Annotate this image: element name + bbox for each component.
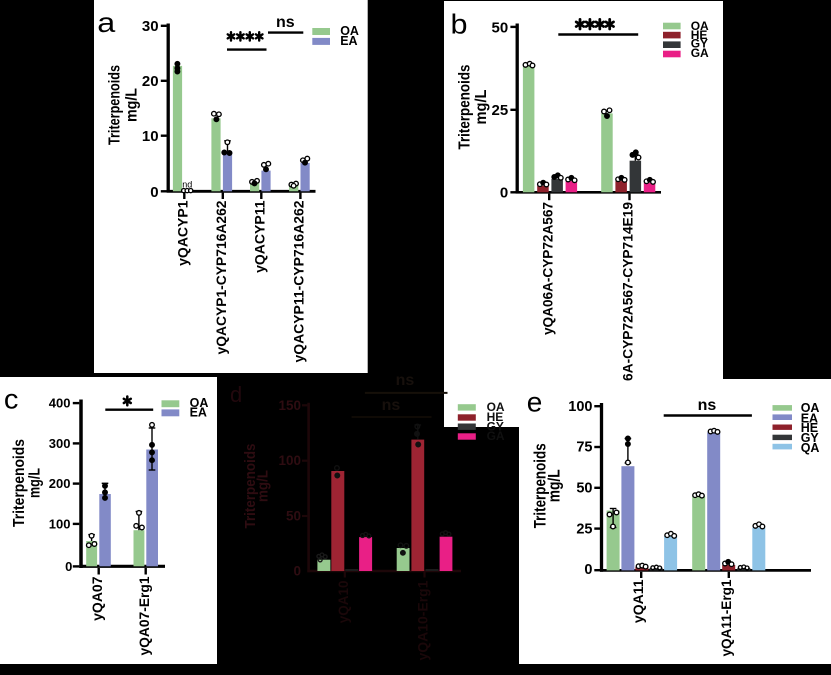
svg-text:ns: ns	[396, 372, 415, 389]
svg-text:ns: ns	[698, 397, 717, 414]
svg-text:yQACYP11: yQACYP11	[252, 200, 268, 273]
svg-text:yQA07-Erg1: yQA07-Erg1	[136, 576, 152, 655]
svg-text:c: c	[4, 383, 19, 414]
svg-text:0: 0	[584, 562, 592, 578]
svg-text:EA: EA	[340, 34, 357, 48]
svg-text:200: 200	[49, 476, 71, 491]
svg-text:Triterpenoids: Triterpenoids	[531, 443, 549, 528]
svg-text:10: 10	[142, 128, 159, 145]
svg-text:400: 400	[49, 396, 71, 411]
svg-text:yQACYP11-CYP716A262: yQACYP11-CYP716A262	[291, 200, 307, 362]
svg-text:100: 100	[278, 453, 301, 468]
svg-text:d: d	[230, 382, 242, 407]
svg-text:HE: HE	[801, 421, 818, 435]
svg-text:yQA10: yQA10	[336, 581, 351, 624]
svg-text:EA: EA	[801, 411, 818, 425]
svg-text:0: 0	[150, 184, 158, 201]
svg-text:mg/L: mg/L	[27, 468, 44, 498]
svg-text:25: 25	[576, 521, 592, 537]
svg-text:75: 75	[576, 440, 592, 456]
svg-text:OA: OA	[190, 396, 209, 410]
svg-text:0: 0	[500, 185, 508, 202]
svg-text:100: 100	[49, 517, 71, 532]
svg-text:0: 0	[293, 564, 301, 579]
svg-text:ns: ns	[382, 397, 401, 414]
svg-text:Triterpenoids: Triterpenoids	[106, 65, 123, 145]
svg-text:25: 25	[492, 102, 509, 119]
svg-text:yQA06A-CYP72A567: yQA06A-CYP72A567	[540, 202, 555, 335]
svg-text:Triterpenoids: Triterpenoids	[242, 444, 259, 529]
svg-text:OA: OA	[487, 400, 505, 414]
svg-text:GY: GY	[487, 419, 504, 433]
svg-text:mg/L: mg/L	[546, 469, 564, 502]
svg-text:GA: GA	[487, 429, 505, 443]
svg-text:b: b	[451, 9, 468, 40]
svg-text:6A-CYP72A567-CYP714E19: 6A-CYP72A567-CYP714E19	[621, 202, 636, 381]
svg-text:50: 50	[286, 509, 301, 524]
svg-text:HE: HE	[691, 28, 708, 42]
svg-text:GY: GY	[801, 431, 820, 445]
svg-text:yQACYP1: yQACYP1	[175, 200, 191, 266]
svg-text:nd: nd	[182, 179, 192, 189]
svg-text:EA: EA	[190, 405, 207, 419]
svg-text:30: 30	[142, 18, 159, 35]
svg-text:GY: GY	[691, 36, 708, 50]
svg-text:GA: GA	[691, 46, 709, 60]
svg-text:yQA07: yQA07	[89, 576, 105, 621]
svg-text:OA: OA	[801, 401, 820, 415]
svg-text:yQA11: yQA11	[630, 579, 646, 623]
svg-text:yQA10-Erg1: yQA10-Erg1	[416, 580, 431, 660]
svg-text:100: 100	[568, 399, 592, 415]
svg-text:yQACYP1-CYP716A262: yQACYP1-CYP716A262	[213, 200, 229, 354]
svg-text:Triterpenoids: Triterpenoids	[457, 64, 474, 149]
svg-text:mg/L: mg/L	[473, 89, 490, 124]
svg-text:OA: OA	[340, 24, 359, 38]
svg-text:ns: ns	[276, 14, 295, 31]
svg-text:150: 150	[278, 398, 301, 413]
svg-text:e: e	[527, 387, 543, 418]
svg-text:mg/L: mg/L	[124, 88, 141, 122]
svg-text:300: 300	[49, 436, 71, 451]
svg-text:mg/L: mg/L	[255, 470, 272, 502]
svg-text:QA: QA	[801, 441, 820, 455]
svg-text:HE: HE	[487, 410, 504, 424]
svg-text:50: 50	[492, 19, 509, 36]
svg-text:yQA11-Erg1: yQA11-Erg1	[718, 579, 734, 656]
svg-text:50: 50	[576, 481, 592, 497]
svg-text:a: a	[97, 7, 115, 38]
svg-text:OA: OA	[691, 19, 709, 33]
svg-text:Triterpenoids: Triterpenoids	[11, 439, 28, 527]
svg-text:20: 20	[142, 73, 159, 90]
svg-text:0: 0	[65, 559, 72, 574]
